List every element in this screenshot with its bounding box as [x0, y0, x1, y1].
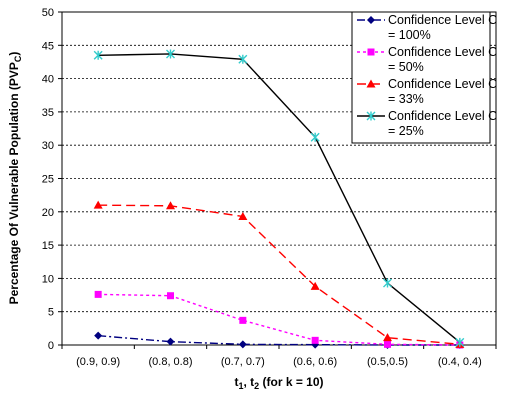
series-group — [93, 49, 465, 349]
y-tick-label: 5 — [48, 307, 54, 319]
x-tick-label: (0.6, 0.6) — [293, 356, 337, 368]
x-axis-title: t1, t2 (for k = 10) — [234, 375, 323, 391]
data-point — [310, 132, 320, 142]
legend-label: Confidence Level C — [388, 45, 497, 59]
data-point — [455, 337, 465, 347]
x-tick-label: (0.4, 0.4) — [438, 356, 482, 368]
data-point — [383, 278, 392, 288]
y-tick-label: 10 — [42, 273, 54, 285]
series-line — [98, 334, 460, 346]
legend-label: Confidence Level C — [388, 13, 497, 27]
series-3 — [93, 200, 465, 348]
legend-label-value: = 100% — [388, 28, 431, 42]
y-tick-label: 15 — [42, 240, 54, 252]
legend-marker — [366, 111, 376, 121]
legend-item: Confidence Level C= 33% — [357, 77, 497, 106]
y-tick-label: 25 — [42, 174, 54, 186]
legend-marker — [367, 16, 375, 24]
data-point — [93, 50, 103, 60]
x-tick-label: (0.8, 0.8) — [148, 356, 192, 368]
data-point — [93, 200, 103, 209]
legend-item: Confidence Level C= 25% — [357, 109, 497, 138]
y-tick-label: 45 — [42, 40, 54, 52]
data-point — [383, 333, 392, 342]
legend-label: Confidence Level C — [388, 109, 497, 123]
legend-label-value: = 25% — [388, 124, 424, 138]
legend-box — [351, 11, 491, 144]
legend-item: Confidence Level C= 50% — [357, 45, 497, 74]
data-point — [384, 340, 391, 348]
data-point — [238, 340, 247, 349]
y-tick-label: 35 — [42, 107, 54, 119]
data-point — [310, 281, 320, 290]
x-tick-label: (0.5,0.5) — [367, 356, 408, 368]
data-point — [238, 54, 248, 64]
y-tick-label: 30 — [42, 140, 54, 152]
legend-label: Confidence Level C — [388, 77, 497, 91]
x-axis-ticks: (0.9, 0.9) (0.8, 0.8) (0.7, 0.7) (0.6, 0.6)… — [61, 345, 497, 368]
y-axis-title: Percentage Of Vulnerable Population (PVP… — [7, 52, 23, 305]
data-point — [167, 292, 174, 300]
legend-item: Confidence Level C= 100% — [357, 13, 497, 42]
legend: Confidence Level C= 100%Confidence Level… — [351, 11, 497, 144]
y-tick-label: 20 — [42, 207, 54, 219]
legend-marker — [366, 79, 376, 88]
legend-label-value: = 50% — [388, 60, 424, 74]
y-tick-label: 40 — [42, 74, 54, 86]
legend-label-value: = 33% — [388, 92, 424, 106]
data-point — [239, 316, 247, 324]
y-tick-label: 0 — [48, 340, 54, 352]
series-line — [98, 293, 460, 346]
data-point — [166, 201, 175, 210]
y-tick-label: 50 — [42, 7, 54, 19]
data-point — [94, 331, 103, 340]
data-point — [94, 290, 102, 298]
x-tick-label: (0.9, 0.9) — [76, 356, 120, 368]
data-point — [311, 336, 319, 344]
y-axis-ticks: 0 5 10 15 20 25 30 35 40 45 50 — [42, 7, 62, 352]
series-4 — [93, 49, 465, 347]
series-line — [98, 204, 460, 346]
grid-lines — [62, 44, 496, 313]
legend-marker — [367, 48, 375, 56]
series-line — [98, 53, 461, 343]
data-point — [238, 211, 248, 220]
x-tick-label: (0.7, 0.7) — [221, 356, 265, 368]
data-point — [166, 337, 175, 346]
data-point — [166, 49, 175, 59]
